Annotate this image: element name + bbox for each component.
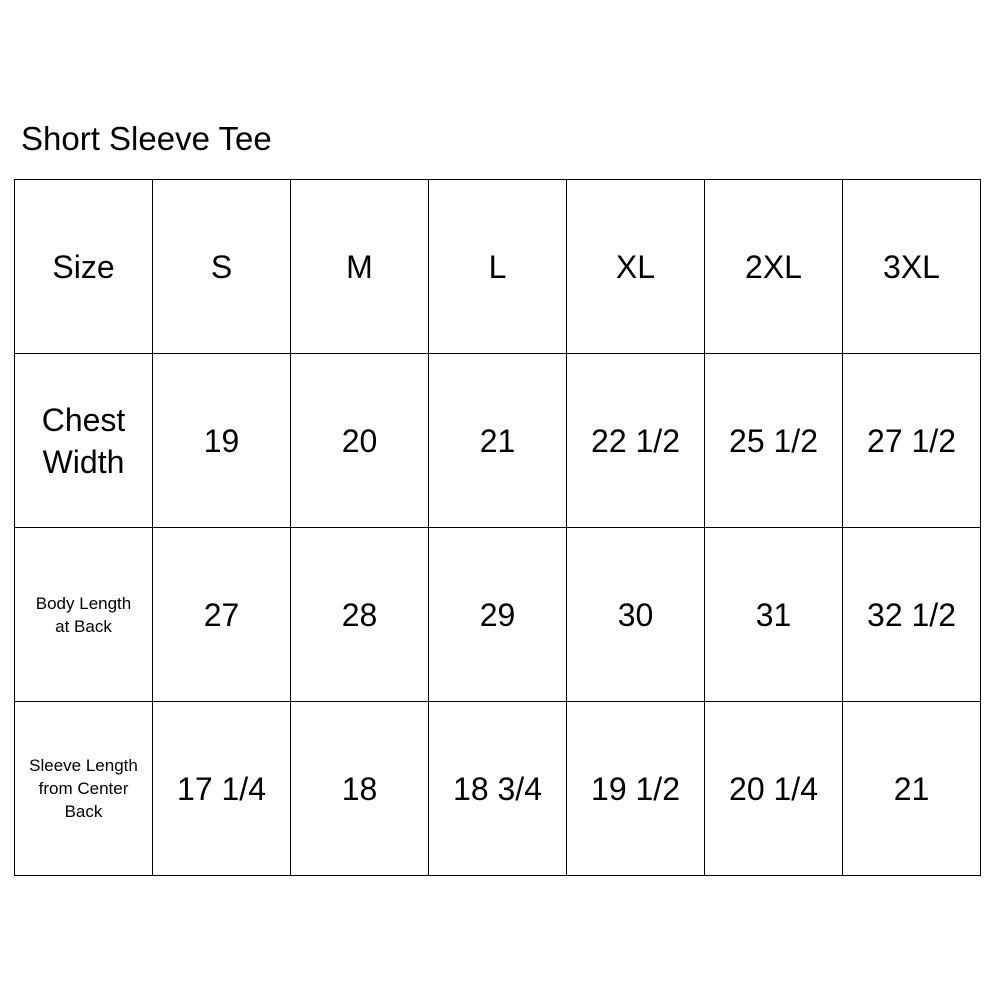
page-title: Short Sleeve Tee bbox=[21, 120, 272, 157]
value-cell: 17 1/4 bbox=[152, 701, 291, 876]
value-cell: 21 bbox=[842, 701, 981, 876]
value-cell: 31 bbox=[704, 527, 843, 702]
table-row: Body Length at Back 27 28 29 30 31 32 1/2 bbox=[14, 527, 981, 702]
row-label-line: Chest bbox=[41, 401, 126, 438]
header-cell: M bbox=[290, 179, 429, 354]
row-label-line: Body Length bbox=[35, 593, 132, 613]
value-cell: 22 1/2 bbox=[566, 353, 705, 528]
value-cell: 18 3/4 bbox=[428, 701, 567, 876]
header-cell: S bbox=[152, 179, 291, 354]
value-cell: 27 bbox=[152, 527, 291, 702]
header-cell-size: Size bbox=[14, 179, 153, 354]
value-cell: 20 bbox=[290, 353, 429, 528]
row-label-line: Sleeve Length bbox=[29, 756, 138, 775]
header-cell: L bbox=[428, 179, 567, 354]
header-cell: 2XL bbox=[704, 179, 843, 354]
row-label-cell: Chest Width bbox=[14, 353, 153, 528]
row-label-line: Back bbox=[64, 802, 103, 821]
table-row: Sleeve Length from Center Back 17 1/4 18 18 3… bbox=[14, 701, 981, 876]
value-cell: 19 bbox=[152, 353, 291, 528]
table-row: Chest Width 19 20 21 22 1/2 25 1/2 27 1/2 bbox=[14, 353, 981, 528]
row-label-line: Width bbox=[42, 443, 125, 480]
value-cell: 21 bbox=[428, 353, 567, 528]
row-label-line: from Center bbox=[38, 779, 129, 798]
value-cell: 29 bbox=[428, 527, 567, 702]
header-cell: 3XL bbox=[842, 179, 981, 354]
row-label-cell: Body Length at Back bbox=[14, 527, 153, 702]
value-cell: 27 1/2 bbox=[842, 353, 981, 528]
value-cell: 28 bbox=[290, 527, 429, 702]
value-cell: 25 1/2 bbox=[704, 353, 843, 528]
size-chart-table: Size S M L XL 2XL 3XL Chest Width 19 20 21 22 1/2 25 … bbox=[14, 179, 981, 876]
value-cell: 30 bbox=[566, 527, 705, 702]
value-cell: 19 1/2 bbox=[566, 701, 705, 876]
value-cell: 18 bbox=[290, 701, 429, 876]
value-cell: 20 1/4 bbox=[704, 701, 843, 876]
row-label-cell: Sleeve Length from Center Back bbox=[14, 701, 153, 876]
row-label-line: at Back bbox=[55, 616, 112, 636]
value-cell: 32 1/2 bbox=[842, 527, 981, 702]
header-row: Size S M L XL 2XL 3XL bbox=[14, 179, 981, 354]
header-cell: XL bbox=[566, 179, 705, 354]
